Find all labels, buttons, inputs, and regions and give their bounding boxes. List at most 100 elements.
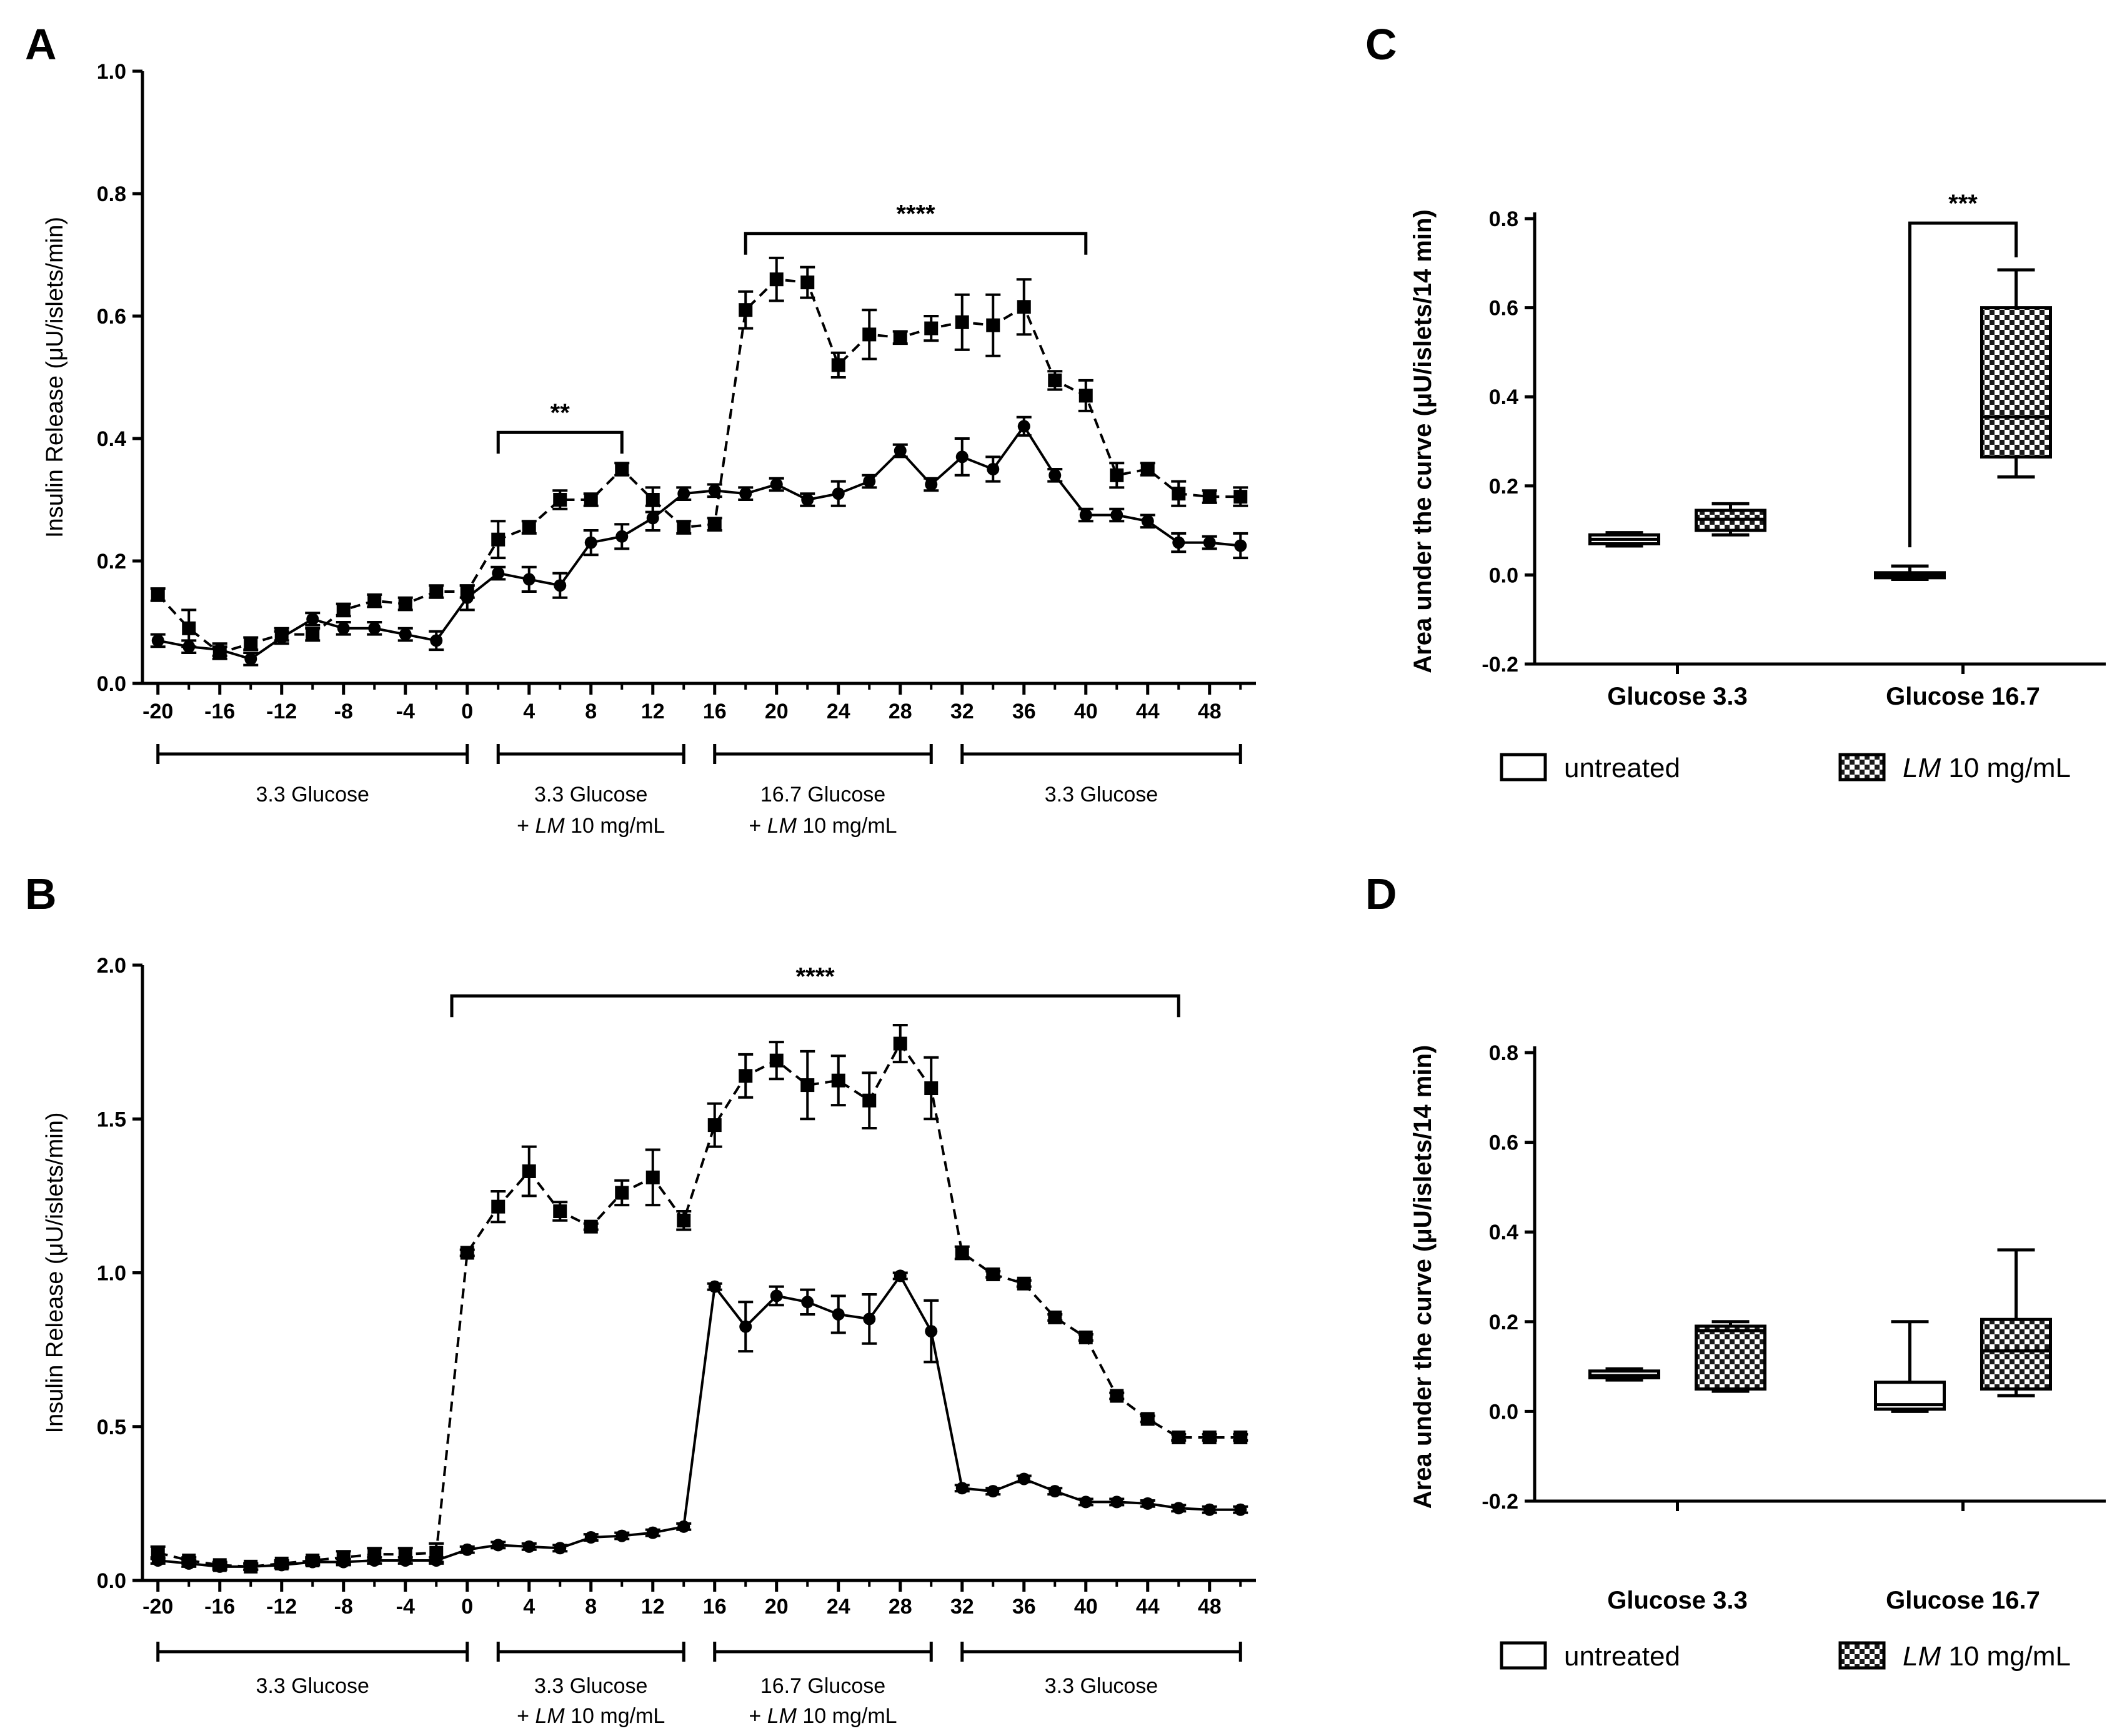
data-point (677, 487, 690, 500)
data-point (1078, 1330, 1093, 1344)
x-tick-label: 4 (523, 700, 535, 723)
data-point (337, 622, 350, 635)
data-point (831, 1073, 845, 1088)
data-point (801, 494, 814, 506)
data-point (182, 621, 196, 635)
legend-label-treated: LM 10 mg/mL (1903, 753, 2071, 783)
phase-plus: + (517, 814, 535, 838)
y-tick-label: 0.4 (97, 427, 126, 451)
data-point (244, 1559, 258, 1574)
data-point (832, 487, 845, 500)
data-point (707, 517, 722, 532)
data-point (306, 627, 320, 642)
data-point (584, 493, 598, 507)
data-point (925, 1325, 938, 1338)
x-tick-label: 0 (461, 1595, 473, 1619)
data-point (615, 462, 629, 476)
data-point (987, 1485, 1000, 1498)
x-tick-label: 12 (641, 700, 665, 723)
data-point (832, 1307, 845, 1321)
data-point (460, 585, 474, 598)
phase-lm: LM (535, 814, 565, 838)
series-line-square-dashed (157, 1041, 1241, 1568)
x-tick-label: -4 (396, 700, 415, 723)
data-point (274, 627, 289, 642)
phase-label: 3.3 Glucose (534, 1674, 647, 1698)
data-point (398, 597, 412, 611)
phase-plus: + (517, 1704, 535, 1728)
phase-label-treatment: + LM 10 mg/mL (517, 814, 665, 838)
data-point (399, 628, 412, 641)
data-point (770, 478, 783, 491)
x-tick-label: 28 (889, 1595, 912, 1619)
y-tick-label: 0.0 (97, 672, 126, 696)
data-point (677, 1213, 691, 1228)
data-point (367, 593, 382, 608)
data-point (368, 622, 381, 635)
data-point (739, 1069, 753, 1083)
x-tick-label: -16 (204, 1595, 235, 1619)
data-point (1017, 1276, 1031, 1291)
legend-swatch-treated (1838, 1641, 1886, 1670)
data-point (429, 585, 444, 598)
data-point (522, 573, 535, 586)
data-point (1110, 1389, 1124, 1403)
data-point (769, 1053, 784, 1068)
legend-swatch-treated (1838, 753, 1886, 781)
x-tick-label: -16 (204, 700, 235, 723)
data-point (553, 493, 567, 507)
x-tick-label: 20 (765, 700, 789, 723)
y-tick-label: 0.2 (97, 550, 126, 573)
significance-bracket (1908, 221, 2018, 548)
legend-dose: 10 mg/mL (1941, 1641, 2071, 1672)
data-point (584, 536, 597, 549)
legend-label-untreated: untreated (1564, 753, 1680, 783)
data-point (801, 1296, 814, 1309)
x-tick-label: 40 (1074, 700, 1098, 723)
y-tick-label: 0.8 (97, 182, 126, 206)
x-tick-label: 32 (950, 700, 974, 723)
box (1695, 1324, 1766, 1391)
data-point (398, 1547, 412, 1562)
data-point (645, 493, 660, 507)
data-point (863, 1312, 876, 1326)
data-point (1079, 1495, 1092, 1509)
legend-label-treated: LM 10 mg/mL (1903, 1641, 2071, 1672)
box (1980, 1317, 2052, 1391)
data-point (212, 646, 227, 660)
phase-label-treatment: + LM 10 mg/mL (517, 1704, 665, 1728)
x-tick-label: -20 (142, 700, 173, 723)
phase-label: 3.3 Glucose (1045, 1674, 1158, 1698)
data-point (1233, 490, 1248, 504)
data-point (863, 475, 876, 488)
data-point (677, 1520, 690, 1533)
phase-label-treatment: + LM 10 mg/mL (749, 814, 897, 838)
data-point (1233, 1430, 1248, 1444)
data-point (707, 1118, 722, 1133)
data-point (491, 532, 506, 547)
panel-b: B0.00.51.01.52.0-20 -16 -12 -8 -4 0 4 8 12 16 20 24… (25, 870, 1256, 1728)
y-tick-label: 0.6 (1489, 297, 1518, 320)
data-point (739, 487, 752, 500)
category-label: Glucose 3.3 (1607, 1587, 1748, 1614)
y-tick-label: -0.2 (1482, 1490, 1518, 1514)
data-point (461, 1543, 474, 1556)
category-label: Glucose 3.3 (1607, 683, 1748, 710)
x-tick-label: 16 (703, 700, 727, 723)
phase-label: 3.3 Glucose (256, 783, 369, 806)
phase-label: 3.3 Glucose (534, 783, 647, 806)
data-point (1078, 389, 1093, 403)
phase-label-treatment: + LM 10 mg/mL (749, 1704, 897, 1728)
phase-lm: LM (767, 814, 797, 838)
phase-dose: 10 mg/mL (797, 814, 897, 838)
data-point (306, 613, 319, 626)
data-point (1234, 539, 1247, 552)
data-point (646, 512, 659, 525)
data-point (336, 1550, 351, 1565)
data-point (584, 1531, 597, 1544)
y-tick-label: 0.6 (1489, 1131, 1518, 1155)
x-tick-label: 24 (827, 700, 850, 723)
data-point (1049, 1485, 1062, 1498)
data-point (492, 567, 505, 580)
data-point (955, 1482, 969, 1495)
